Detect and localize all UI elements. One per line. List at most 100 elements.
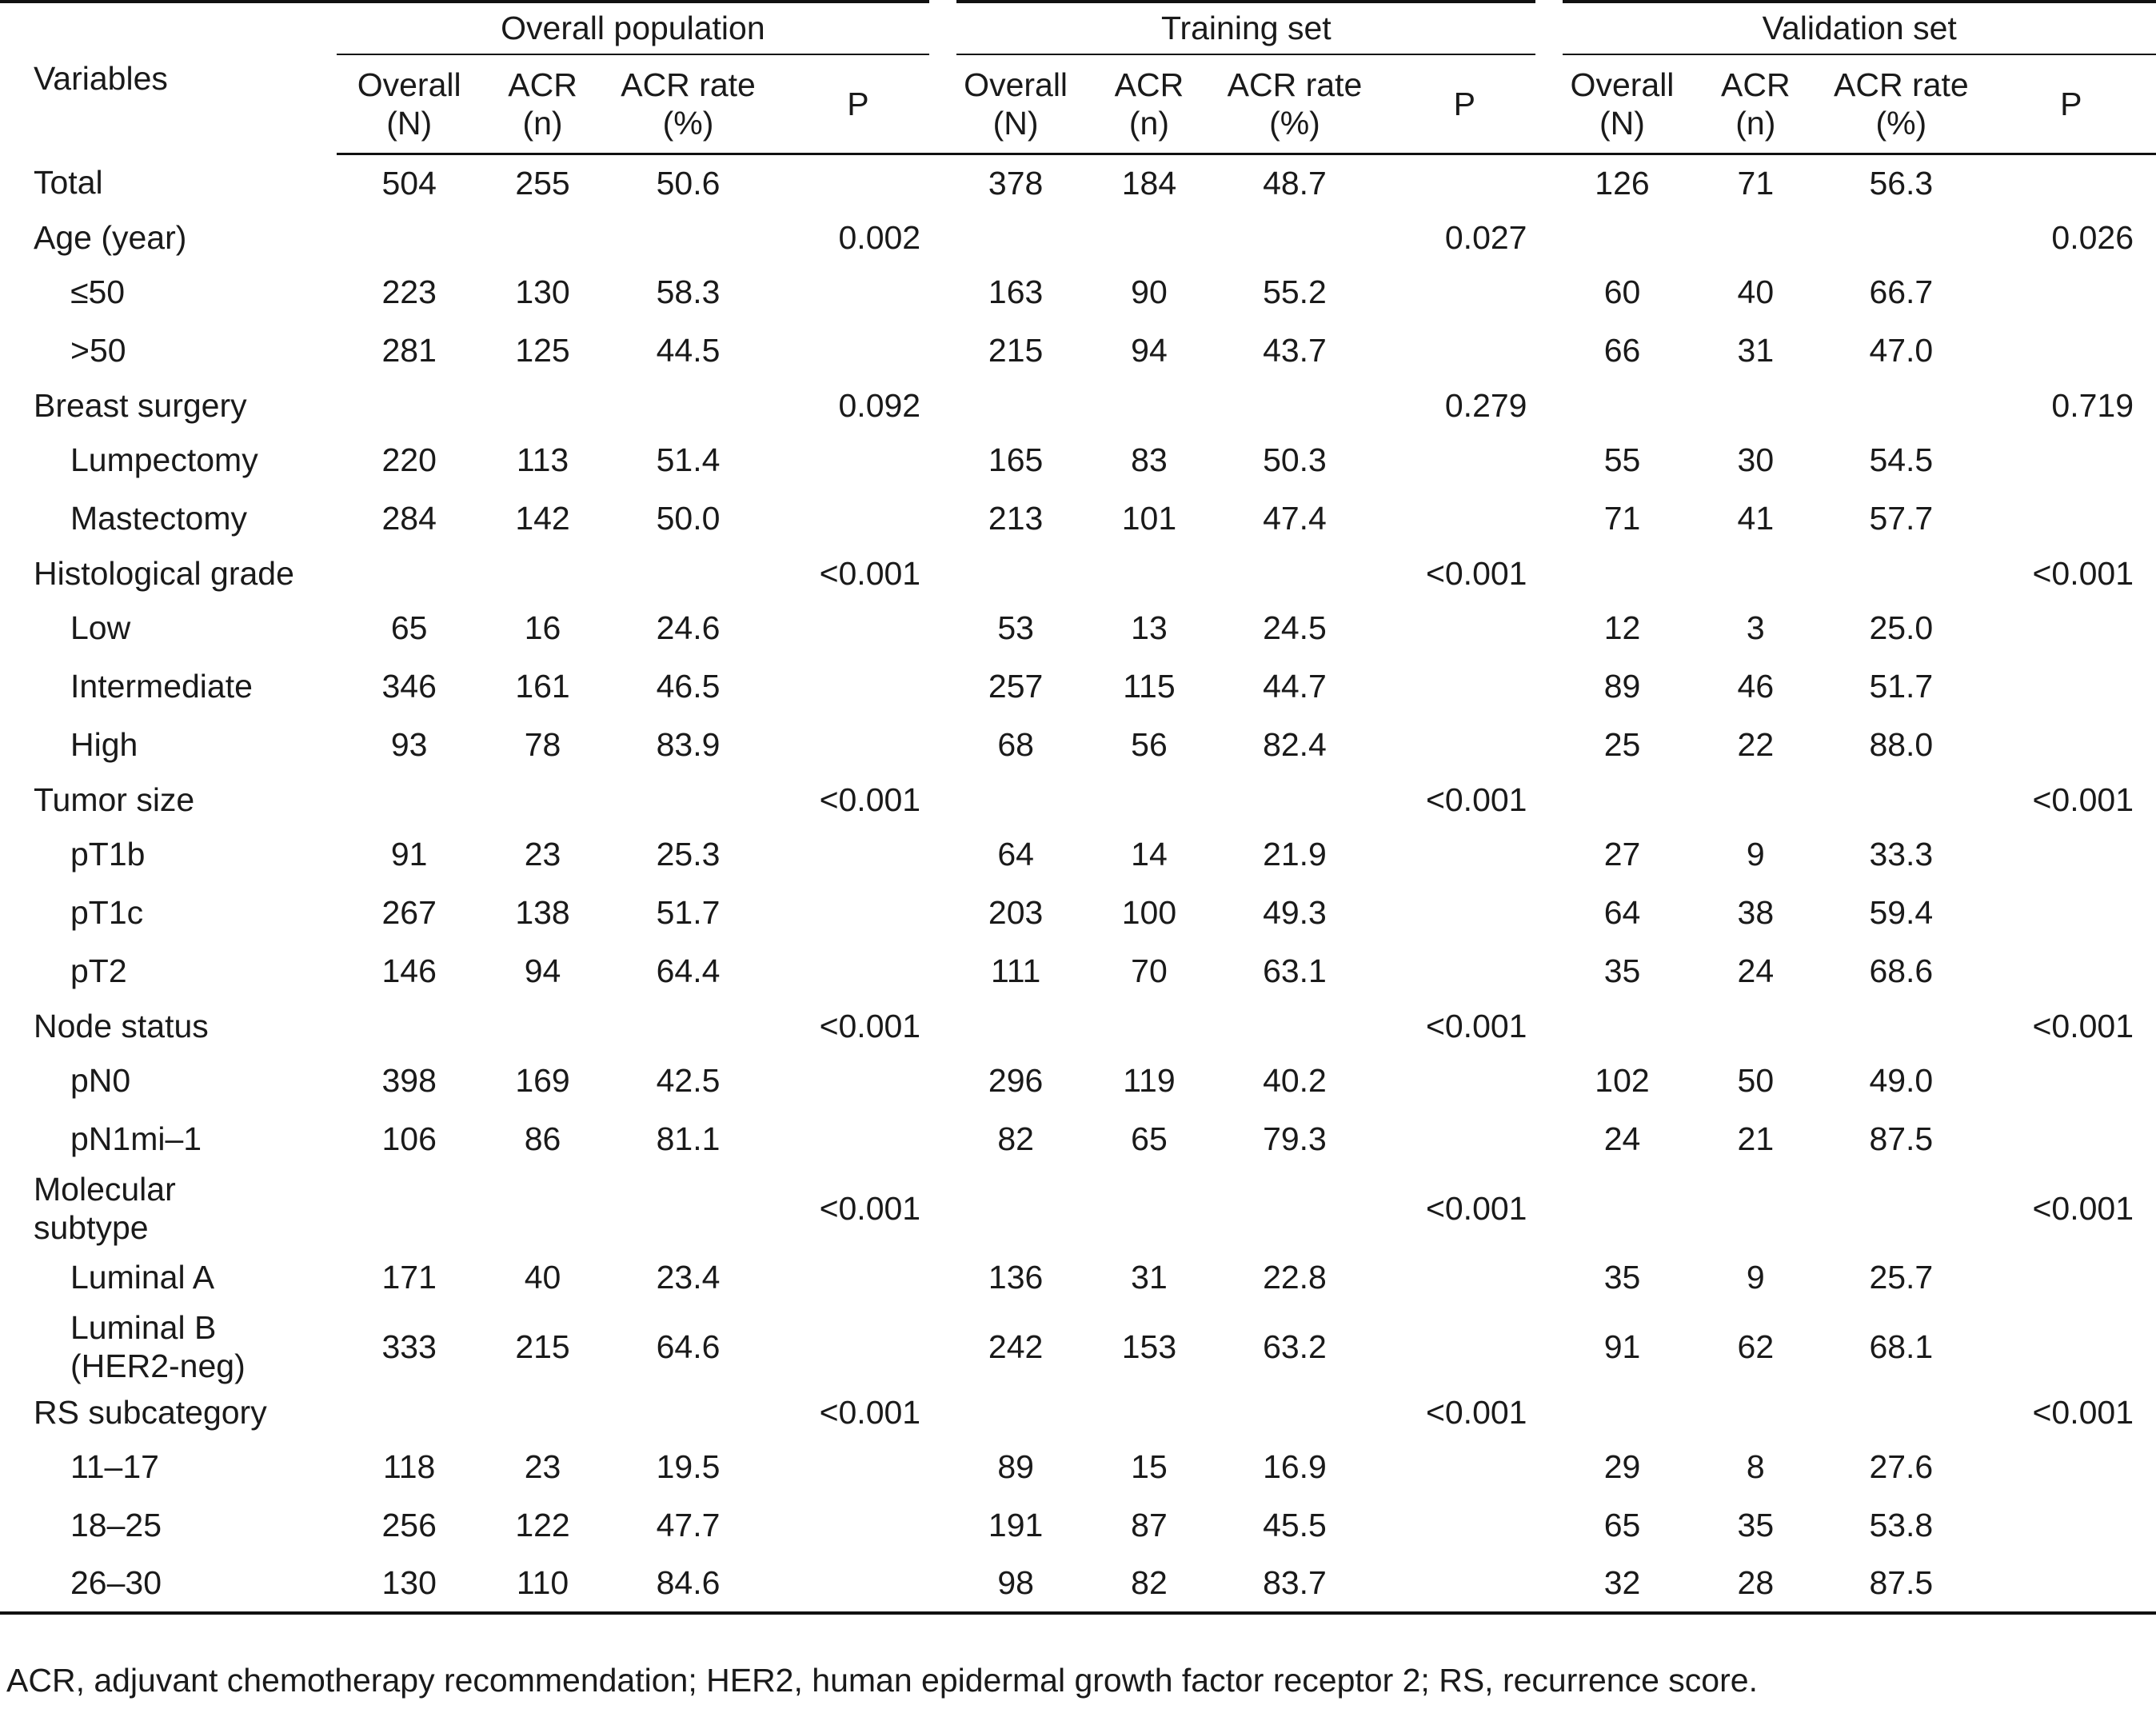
value-cell: 15 [1131,1448,1168,1485]
value-cell: 169 [515,1062,570,1099]
p-value-cell: <0.001 [819,554,921,592]
value-cell [1816,548,1986,599]
value-cell: 86 [524,1120,561,1157]
value-cell: 50.6 [656,164,721,202]
value-cell [1210,548,1379,599]
p-value-cell: 0.002 [838,218,921,256]
value-cell: 43.7 [1263,332,1327,369]
value-cell [1816,1000,1986,1052]
p-value-cell [773,321,943,380]
p-value-cell [1379,1496,1549,1555]
row-label: Breast surgery [34,386,247,424]
value-cell: 64 [1603,894,1641,931]
row-label: Luminal B (HER2-neg) [0,1307,337,1387]
value-cell: 51.7 [1869,668,1934,705]
overall-n-header-line: Overall [1570,66,1675,103]
value-cell: 333 [381,1328,437,1365]
p-value-cell [1986,321,2156,380]
table-row: pN1mi–1 106 86 81.1 82 65 79.3 24 21 87.5 [0,1110,2156,1168]
value-cell: 98 [943,1555,1089,1615]
p-value-cell: 0.027 [1444,218,1527,256]
row-label: Lumpectomy [70,441,258,478]
value-cell: 51.4 [656,441,721,478]
value-cell: 89 [997,1448,1034,1485]
value-cell [337,1387,482,1438]
value-cell [1549,380,1695,431]
value-cell: 46 [1737,668,1775,705]
table-row: Low 65 16 24.6 53 13 24.5 12 3 25.0 [0,599,2156,657]
value-cell [337,212,482,263]
value-cell [1695,1168,1817,1248]
value-cell: 54.5 [1869,441,1934,478]
value-cell: 83.7 [1209,1555,1380,1615]
p-value-header: P [773,54,944,155]
value-cell: 16.9 [1263,1448,1327,1485]
acr-n-header-line: ACR [508,66,577,103]
value-cell [1695,548,1817,599]
value-cell: 220 [381,441,437,478]
value-cell: 255 [515,164,570,202]
acr-n-header-line: (n) [522,104,563,142]
value-cell: 71 [1603,500,1641,537]
value-cell: 48.7 [1263,164,1327,202]
p-value-cell: <0.001 [2032,1007,2134,1044]
value-cell: 87.5 [1816,1555,1986,1615]
p-value-cell: <0.001 [819,1007,921,1044]
value-cell [482,1387,604,1438]
value-cell: 29 [1603,1448,1641,1485]
value-cell [943,1000,1088,1052]
acr-n-header-line: ACR [1114,66,1184,103]
row-label: Mastectomy [70,500,247,537]
value-cell: 63.1 [1263,952,1327,989]
acr-n-header: ACR (n) [481,54,604,155]
p-value-cell [1986,1438,2156,1496]
p-value-cell: <0.001 [1425,1189,1527,1227]
variables-header: Variables [34,59,168,97]
p-value-cell [1379,1438,1549,1496]
value-cell: 35 [1737,1507,1775,1543]
value-cell [943,774,1088,825]
value-cell: 45.5 [1263,1507,1327,1543]
acr-n-header-line: ACR [1721,66,1791,103]
value-cell: 378 [988,164,1044,202]
p-value-cell: <0.001 [1425,1007,1527,1044]
value-cell: 56.3 [1869,164,1934,202]
value-cell: 49.0 [1869,1062,1934,1099]
value-cell [943,1168,1088,1248]
value-cell: 40 [524,1259,561,1296]
p-value-cell: <0.001 [819,1189,921,1227]
p-value-cell: <0.001 [1425,554,1527,592]
value-cell: 68.1 [1869,1328,1934,1365]
value-cell: 83 [1131,441,1168,478]
p-value-cell: <0.001 [2032,1189,2134,1227]
value-cell: 161 [515,668,570,705]
value-cell [1088,774,1210,825]
value-cell: 94 [1131,332,1168,369]
value-cell: 91 [1603,1328,1641,1365]
p-value-cell [1986,1496,2156,1555]
overall-n-header: Overall (N) [943,54,1089,155]
p-value-cell: <0.001 [819,781,921,818]
p-value-cell [773,825,943,884]
value-cell: 31 [1131,1259,1168,1296]
table-row: Node status <0.001 <0.001 <0.001 [0,1000,2156,1052]
p-value-cell [1986,263,2156,321]
row-label: Total [34,164,103,201]
row-label: 18–25 [70,1507,162,1543]
overall-n-header: Overall (N) [336,54,482,155]
value-cell: 66.7 [1869,274,1934,310]
p-value-cell: <0.001 [1425,781,1527,818]
acr-rate-header: ACR rate (%) [1816,54,1986,155]
table-row: Luminal B (HER2-neg) 333 215 64.6 242 153 63.2 9… [0,1307,2156,1387]
acr-rate-header-line: (%) [662,104,714,142]
value-cell: 94 [524,952,561,989]
table-row: pT1b 91 23 25.3 64 14 21.9 27 9 33.3 [0,825,2156,884]
value-cell [337,1168,482,1248]
value-cell: 504 [381,164,437,202]
value-cell: 19.5 [656,1448,721,1485]
p-value-cell: <0.001 [819,1393,921,1431]
value-cell: 25.7 [1869,1259,1934,1296]
value-cell: 184 [1121,164,1177,202]
row-label-line: Molecular [34,1171,176,1208]
value-cell: 21.9 [1263,836,1327,872]
